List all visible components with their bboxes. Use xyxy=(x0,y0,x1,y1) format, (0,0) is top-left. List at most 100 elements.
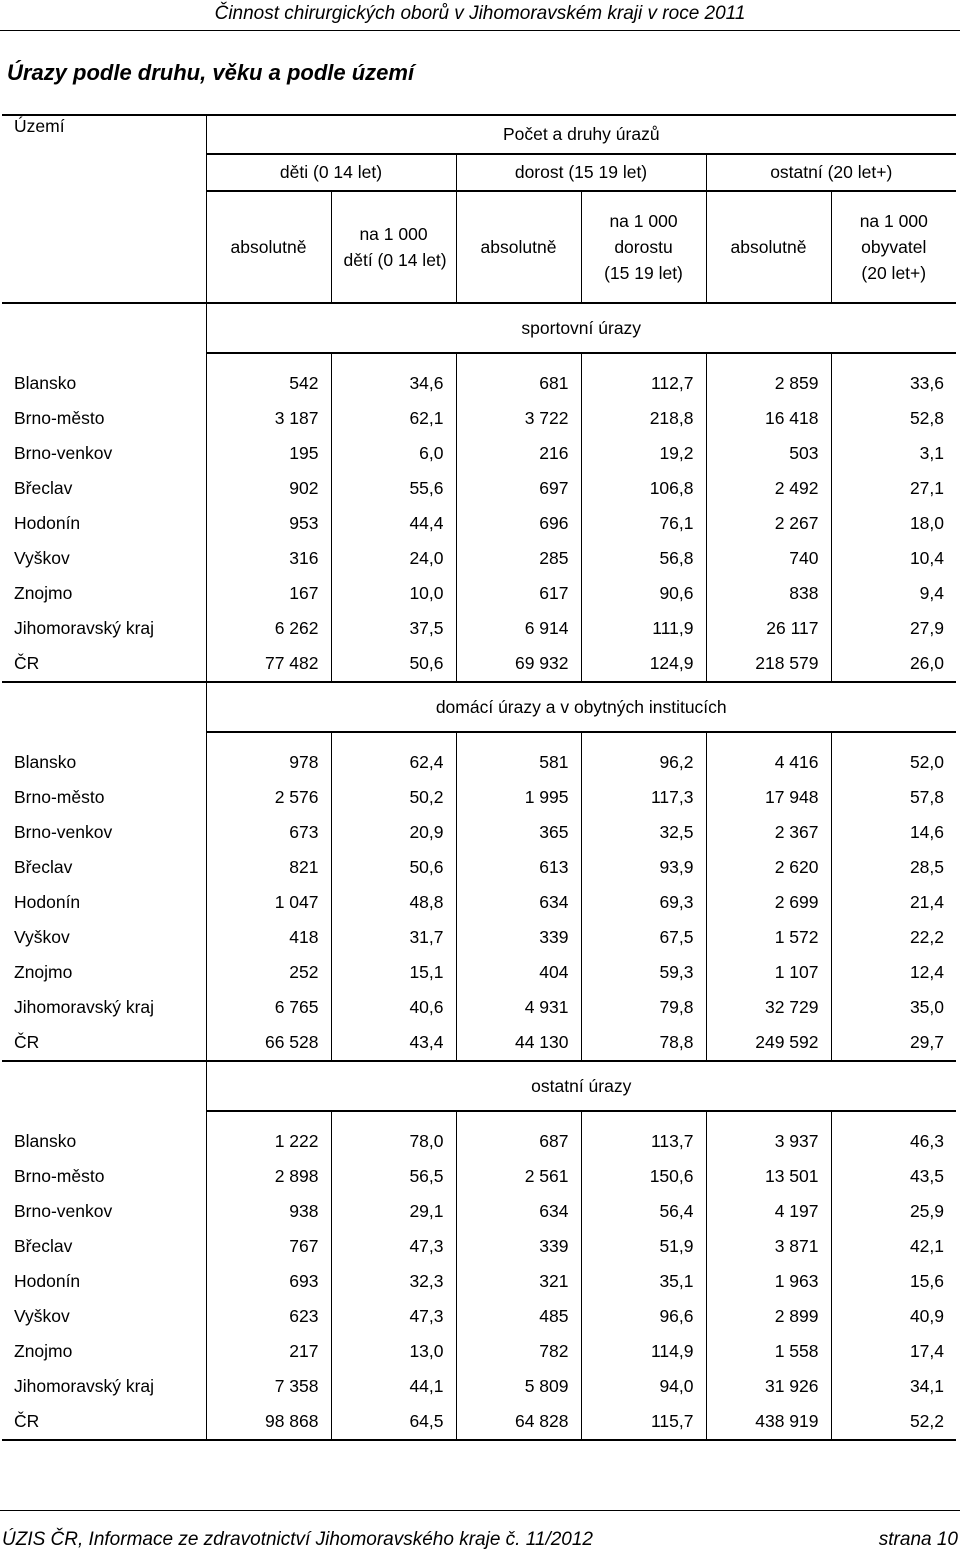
table-cell: 1 963 xyxy=(705,1264,831,1299)
table-cell: 740 xyxy=(705,541,831,576)
table-cell: 339 xyxy=(455,920,581,955)
table-cell: 4 416 xyxy=(705,745,831,780)
table-row: Znojmo 252 15,1 404 59,3 1 107 12,4 xyxy=(2,955,956,990)
table-cell: 35,1 xyxy=(580,1264,706,1299)
territory-name: Břeclav xyxy=(14,1236,73,1256)
section-gap xyxy=(2,732,956,745)
table-body: sportovní úrazy Blansko 542 34,6 681 112,7 2 8… xyxy=(2,303,956,1440)
table-cell: 1 558 xyxy=(705,1334,831,1369)
table-cell: 51,9 xyxy=(580,1229,706,1264)
table-cell: 1 572 xyxy=(705,920,831,955)
table-cell: 106,8 xyxy=(580,471,706,506)
territory-name: Brno-město xyxy=(14,1166,105,1186)
table-cell: 42,1 xyxy=(830,1229,956,1264)
territory-name: Brno-venkov xyxy=(14,443,113,463)
table-cell: 52,0 xyxy=(830,745,956,780)
table-cell: 76,1 xyxy=(580,506,706,541)
table-cell: 112,7 xyxy=(580,366,706,401)
table-cell: 6 262 xyxy=(205,611,331,646)
table-row: Hodonín 693 32,3 321 35,1 1 963 15,6 xyxy=(2,1264,956,1299)
table-cell: 4 197 xyxy=(705,1194,831,1229)
table-cell: 438 919 xyxy=(705,1404,831,1440)
table-cell: 6 914 xyxy=(455,611,581,646)
table-row: Břeclav 902 55,6 697 106,8 2 492 27,1 xyxy=(2,471,956,506)
table-cell: 503 xyxy=(705,436,831,471)
table-cell: 98 868 xyxy=(205,1404,331,1440)
table-cell: 10,4 xyxy=(830,541,956,576)
table-cell: 21,4 xyxy=(830,885,956,920)
table-cell: 978 xyxy=(205,745,331,780)
table-cell: 69,3 xyxy=(580,885,706,920)
table-cell: 16 418 xyxy=(705,401,831,436)
table-cell: 3 937 xyxy=(705,1124,831,1159)
table-row: Brno-město 2 898 56,5 2 561 150,6 13 501 43,5 xyxy=(2,1159,956,1194)
territory-name: ČR xyxy=(14,653,40,673)
table-cell: 365 xyxy=(455,815,581,850)
table-cell: 285 xyxy=(455,541,581,576)
table-cell: 15,1 xyxy=(330,955,456,990)
table-cell: 114,9 xyxy=(580,1334,706,1369)
gap-cell xyxy=(830,353,956,366)
table-cell: 31 926 xyxy=(705,1369,831,1404)
sub-header: na 1 000 dorostu (15 19 let) xyxy=(580,190,706,303)
gap-cell xyxy=(205,353,331,366)
running-header: Činnost chirurgických oborů v Jihomoravs… xyxy=(214,3,746,24)
table-cell: 681 xyxy=(455,366,581,401)
section-header-row: ostatní úrazy xyxy=(2,1061,956,1112)
table-cell: 634 xyxy=(455,1194,581,1229)
table-cell: 696 xyxy=(455,506,581,541)
gap-cell xyxy=(830,1111,956,1124)
table-cell: 838 xyxy=(705,576,831,611)
table-cell: 26,0 xyxy=(830,646,956,682)
table-cell: 47,3 xyxy=(330,1229,456,1264)
age-group-header: ostatní (20 let+) xyxy=(705,153,956,191)
gap-cell xyxy=(580,353,706,366)
gap-cell xyxy=(705,1111,831,1124)
territory-name: Hodonín xyxy=(14,513,81,533)
table-cell: 56,5 xyxy=(330,1159,456,1194)
table-cell: 167 xyxy=(205,576,331,611)
sub-header: na 1 000 dětí (0 14 let) xyxy=(330,190,456,303)
table-cell: 418 xyxy=(205,920,331,955)
gap-cell xyxy=(205,1111,331,1124)
table-row: Znojmo 167 10,0 617 90,6 838 9,4 xyxy=(2,576,956,611)
top-header: Počet a druhy úrazů xyxy=(205,115,956,154)
table-cell: 6,0 xyxy=(330,436,456,471)
table-cell: 249 592 xyxy=(705,1025,831,1061)
table-cell: 15,6 xyxy=(830,1264,956,1299)
table-cell: 13 501 xyxy=(705,1159,831,1194)
territory-name: ČR xyxy=(14,1032,40,1052)
table-cell: 46,3 xyxy=(830,1124,956,1159)
table-cell: 687 xyxy=(455,1124,581,1159)
table-cell: 44 130 xyxy=(455,1025,581,1061)
territory-name: Brno-město xyxy=(14,408,105,428)
table-cell: 40,6 xyxy=(330,990,456,1025)
table-cell: 22,2 xyxy=(830,920,956,955)
table-cell: 28,5 xyxy=(830,850,956,885)
table-cell: 62,4 xyxy=(330,745,456,780)
territory-name: Jihomoravský kraj xyxy=(14,997,155,1017)
table-cell: 217 xyxy=(205,1334,331,1369)
table-cell: 7 358 xyxy=(205,1369,331,1404)
table-cell: 216 xyxy=(455,436,581,471)
table-cell: 953 xyxy=(205,506,331,541)
table-cell: 55,6 xyxy=(330,471,456,506)
table-row: Hodonín 953 44,4 696 76,1 2 267 18,0 xyxy=(2,506,956,541)
table-row: Blansko 978 62,4 581 96,2 4 416 52,0 xyxy=(2,745,956,780)
territory-name: Vyškov xyxy=(14,1306,70,1326)
table-cell: 150,6 xyxy=(580,1159,706,1194)
table-cell: 2 859 xyxy=(705,366,831,401)
table-cell: 43,5 xyxy=(830,1159,956,1194)
header-rule xyxy=(0,30,960,31)
table-cell: 693 xyxy=(205,1264,331,1299)
table-cell: 18,0 xyxy=(830,506,956,541)
table-cell: 94,0 xyxy=(580,1369,706,1404)
table-cell: 195 xyxy=(205,436,331,471)
section-header-row: sportovní úrazy xyxy=(2,303,956,354)
table-cell: 634 xyxy=(455,885,581,920)
table-cell: 44,1 xyxy=(330,1369,456,1404)
table-row: Brno-město 2 576 50,2 1 995 117,3 17 948 57,8 xyxy=(2,780,956,815)
table-cell: 218,8 xyxy=(580,401,706,436)
table-cell: 218 579 xyxy=(705,646,831,682)
table-row: Vyškov 316 24,0 285 56,8 740 10,4 xyxy=(2,541,956,576)
